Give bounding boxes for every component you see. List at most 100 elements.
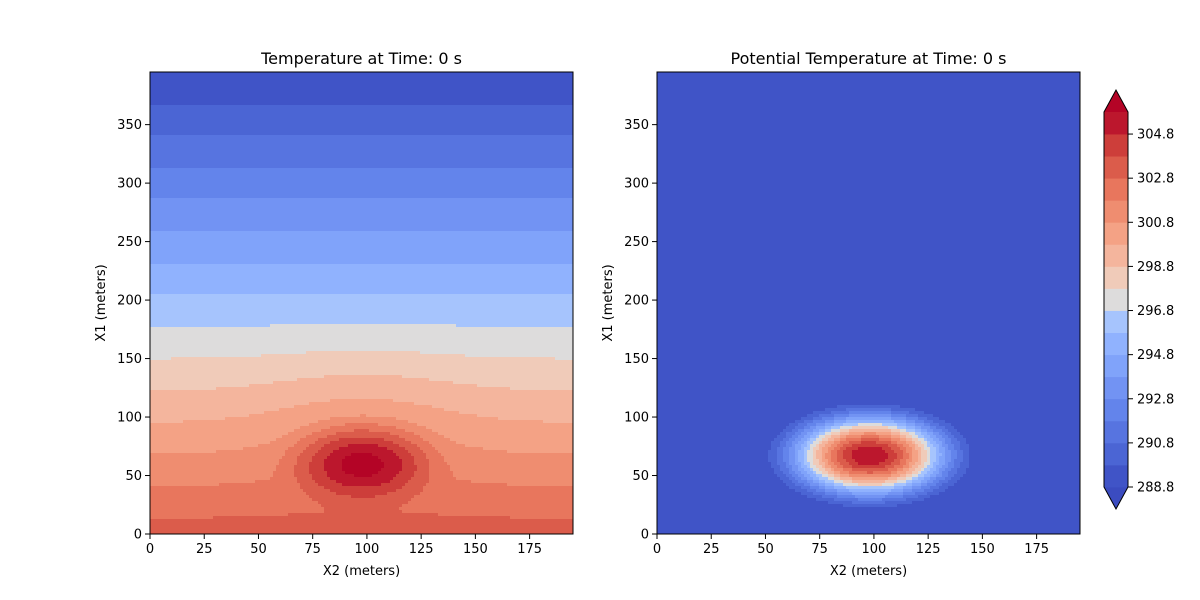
contour-cell	[789, 459, 796, 463]
contour-cell	[150, 105, 574, 109]
contour-cell	[150, 222, 574, 226]
contour-cell	[657, 285, 1081, 289]
contour-cell	[891, 438, 901, 442]
contour-cell	[825, 468, 832, 472]
contour-cell	[657, 93, 1081, 97]
contour-cell	[933, 429, 943, 433]
contour-cell	[150, 123, 574, 127]
contour-cell	[882, 498, 907, 502]
contour-cell	[813, 453, 817, 457]
contour-cell	[657, 231, 1081, 235]
contour-cell	[150, 459, 280, 463]
contour-cell	[405, 438, 424, 442]
contour-cell	[930, 453, 937, 457]
x-tick-label: 50	[757, 542, 774, 557]
colorbar-level	[1104, 134, 1128, 157]
contour-cell	[945, 462, 949, 466]
contour-cell	[951, 459, 955, 463]
contour-cell	[843, 468, 853, 472]
contour-cell	[930, 450, 937, 454]
contour-cell	[150, 531, 574, 535]
contour-cell	[921, 483, 928, 487]
contour-cell	[657, 366, 1081, 370]
contour-cell	[792, 444, 796, 448]
contour-cell	[801, 462, 805, 466]
contour-cell	[846, 459, 856, 463]
contour-cell	[912, 480, 922, 484]
contour-cell	[657, 384, 1081, 388]
contour-cell	[657, 438, 775, 442]
contour-cell	[768, 450, 778, 454]
contour-cell	[657, 474, 778, 478]
contour-cell	[777, 474, 787, 478]
contour-cell	[957, 453, 964, 457]
contour-cell	[789, 423, 799, 427]
contour-cell	[834, 414, 850, 418]
contour-cell	[657, 390, 1081, 394]
contour-cell	[864, 432, 877, 436]
contour-cell	[402, 486, 424, 490]
contour-cell	[915, 492, 928, 496]
contour-cell	[966, 468, 1081, 472]
contour-cell	[825, 435, 832, 439]
contour-cell	[411, 498, 574, 502]
contour-cell	[285, 450, 304, 454]
contour-cell	[339, 438, 385, 442]
contour-cell	[831, 465, 838, 469]
contour-cell	[834, 447, 841, 451]
contour-cell	[657, 348, 1081, 352]
x-tick-label: 175	[517, 542, 542, 557]
contour-cell	[402, 468, 418, 472]
contour-cell	[897, 480, 907, 484]
contour-cell	[852, 450, 886, 454]
contour-cell	[483, 447, 574, 451]
contour-cell	[909, 465, 913, 469]
contour-cell	[909, 411, 925, 415]
contour-cell	[804, 435, 811, 439]
contour-cell	[657, 432, 781, 436]
contour-cell	[810, 465, 817, 469]
contour-cell	[876, 432, 892, 436]
contour-cell	[657, 300, 1081, 304]
plot-frame	[656, 71, 1081, 535]
contour-cell	[657, 312, 1081, 316]
contour-cell	[555, 357, 574, 361]
contour-cell	[264, 411, 460, 415]
contour-cell	[768, 453, 778, 457]
contour-cell	[927, 417, 940, 421]
contour-cell	[921, 432, 928, 436]
contour-cell	[903, 456, 910, 460]
contour-cell	[657, 204, 1081, 208]
contour-cell	[891, 417, 907, 421]
contour-cell	[939, 423, 952, 427]
contour-cell	[948, 444, 955, 448]
contour-cell	[873, 471, 892, 475]
contour-cell	[819, 414, 835, 418]
contour-cell	[915, 447, 922, 451]
contour-cell	[798, 480, 808, 484]
contour-cell	[930, 459, 937, 463]
contour-cell	[150, 483, 220, 487]
contour-cell	[891, 474, 901, 478]
contour-cell	[657, 492, 802, 496]
contour-cell	[150, 285, 574, 289]
contour-cell	[789, 486, 802, 490]
contour-cell	[927, 432, 934, 436]
contour-cell	[657, 195, 1081, 199]
contour-cell	[657, 222, 1081, 226]
contour-cell	[831, 468, 835, 472]
contour-cell	[297, 480, 316, 484]
contour-cell	[816, 456, 823, 460]
contour-cell	[150, 384, 250, 388]
contour-cell	[921, 456, 928, 460]
contour-cell	[831, 459, 838, 463]
contour-cell	[921, 450, 928, 454]
contour-cell	[657, 396, 1081, 400]
contour-cell	[912, 438, 919, 442]
x-tick-label: 125	[409, 542, 434, 557]
contour-cell	[150, 357, 172, 361]
contour-cell	[150, 216, 574, 220]
contour-cell	[150, 186, 574, 190]
contour-cell	[849, 474, 892, 478]
temperature-ylabel: X1 (meters)	[94, 264, 109, 341]
